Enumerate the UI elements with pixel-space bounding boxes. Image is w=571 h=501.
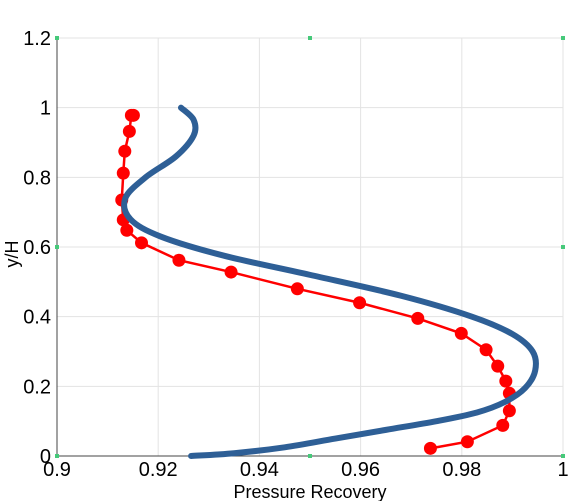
y-tick-label: 0.6 <box>23 237 51 259</box>
data-point-marker <box>423 441 437 455</box>
data-point-marker <box>290 282 304 296</box>
data-point-marker <box>120 223 134 237</box>
x-tick-label: 0.92 <box>139 459 178 481</box>
data-series <box>115 104 539 459</box>
data-point-marker <box>116 166 130 180</box>
x-tick-label: 0.96 <box>341 459 380 481</box>
y-tick-label: 0 <box>40 446 51 468</box>
data-point-marker <box>353 296 367 310</box>
frame-handle-marker <box>55 245 59 249</box>
frame-handle-marker <box>55 36 59 40</box>
frame-handle-marker <box>308 454 312 458</box>
y-tick-label: 1.2 <box>23 28 51 50</box>
x-tick-label: 0.98 <box>442 459 481 481</box>
data-point-marker <box>499 374 513 388</box>
series-line-red <box>120 114 511 450</box>
grid-lines <box>56 37 564 457</box>
y-tick-label: 0.2 <box>23 376 51 398</box>
series-line-blue <box>121 104 539 459</box>
frame-handle-marker <box>561 245 565 249</box>
data-point-marker <box>502 404 516 418</box>
data-point-marker <box>135 236 149 250</box>
y-tick-label: 0.8 <box>23 167 51 189</box>
data-point-marker <box>224 265 238 279</box>
x-tick-label: 0.94 <box>240 459 279 481</box>
x-tick-label: 1 <box>557 459 568 481</box>
frame-handle-marker <box>561 36 565 40</box>
data-point-marker <box>172 253 186 267</box>
x-tick-label: 0.9 <box>43 459 71 481</box>
x-axis-label: Pressure Recovery <box>233 482 386 501</box>
data-point-marker <box>454 326 468 340</box>
data-point-marker <box>491 359 505 373</box>
axis-frame <box>55 36 565 458</box>
data-point-marker <box>411 311 425 325</box>
data-point-marker <box>122 124 136 138</box>
data-point-marker <box>460 435 474 449</box>
data-point-marker <box>118 144 132 158</box>
tick-labels: 0.9 0.92 0.94 0.96 0.98 1 0 0.2 0.4 0.6 0.8 1 1.2 <box>23 28 568 481</box>
frame-handle-marker <box>561 454 565 458</box>
data-point-marker <box>479 343 493 357</box>
frame-handle-marker <box>308 36 312 40</box>
y-axis-label: y/H <box>2 241 22 268</box>
data-point-marker <box>126 108 140 122</box>
y-tick-label: 0.4 <box>23 307 51 329</box>
frame-handle-marker <box>55 454 59 458</box>
data-point-marker <box>496 418 510 432</box>
y-tick-label: 1 <box>40 98 51 120</box>
